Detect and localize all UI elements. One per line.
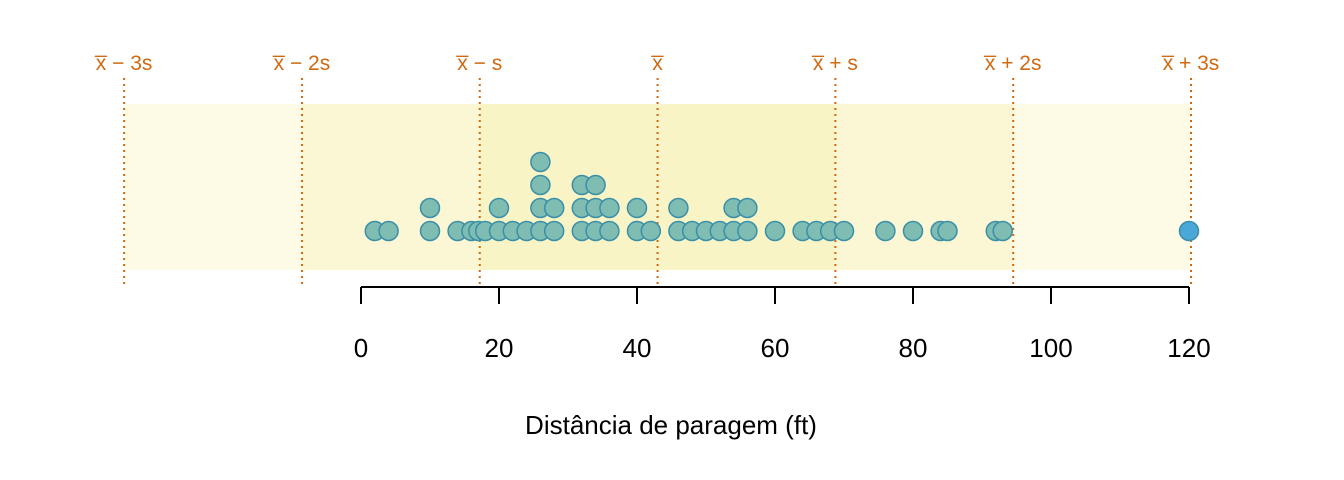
x-tick-label-0: 0 <box>354 333 368 363</box>
sd-reference-lines: x̅ − 3s x̅ − 2s x̅ − s x̅ x̅ + s x̅ + 2s x̅ + … <box>94 52 1219 288</box>
data-point-3 <box>419 197 441 219</box>
x-tick-label-4: 80 <box>899 333 928 363</box>
sd-label-6: x̅ + 3s <box>1161 52 1219 75</box>
data-point-46 <box>937 220 958 242</box>
sd-label-1: x̅ − 2s <box>272 52 330 75</box>
data-point-17 <box>543 197 565 219</box>
sd-label-3: x̅ <box>650 52 664 75</box>
sd-label-4: x̅ + s <box>811 52 858 75</box>
data-point-2 <box>419 220 441 242</box>
data-point-36 <box>737 220 758 242</box>
data-point-42 <box>833 220 855 242</box>
data-point-48 <box>992 220 1013 242</box>
x-tick-label-1: 20 <box>485 333 514 363</box>
data-point-30 <box>668 197 689 219</box>
data-point-38 <box>764 220 786 242</box>
data-points <box>364 151 1200 242</box>
data-point-9 <box>488 197 510 219</box>
sd-label-2: x̅ − s <box>455 52 502 75</box>
x-tick-label-6: 120 <box>1167 333 1210 363</box>
x-tick-label-5: 100 <box>1029 333 1072 363</box>
data-point-15 <box>530 151 551 173</box>
sd-label-0: x̅ − 3s <box>94 52 152 75</box>
x-axis: 0 20 40 60 80 100 120 <box>354 286 1211 363</box>
data-point-25 <box>599 197 620 219</box>
data-point-37 <box>737 197 758 219</box>
x-tick-label-3: 60 <box>761 333 790 363</box>
data-point-1 <box>378 220 399 242</box>
data-point-24 <box>599 220 620 242</box>
data-point-16 <box>543 220 565 242</box>
data-point-23 <box>585 174 606 196</box>
data-point-44 <box>902 220 924 242</box>
data-point-14 <box>530 174 551 196</box>
data-point-49 <box>1178 220 1200 242</box>
x-axis-title: Distância de paragem (ft) <box>525 410 817 440</box>
x-tick-label-2: 40 <box>623 333 652 363</box>
data-point-27 <box>626 197 648 219</box>
data-point-28 <box>640 220 662 242</box>
data-point-43 <box>875 220 896 242</box>
sd-label-5: x̅ + 2s <box>983 52 1041 75</box>
